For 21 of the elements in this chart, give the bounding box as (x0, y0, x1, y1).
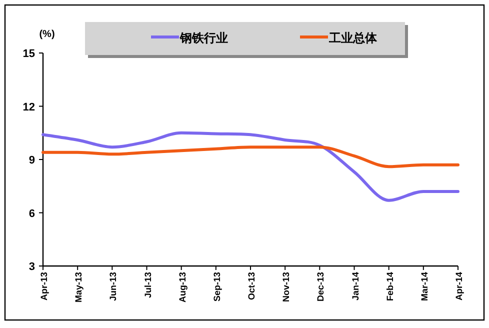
ytick: 6 (28, 208, 35, 220)
ytick: 12 (22, 101, 35, 114)
legend-label: 钢铁行业 (180, 31, 228, 45)
xtick: Apr-14 (454, 272, 464, 301)
xtick: Aug-13 (177, 272, 188, 303)
xtick: May-13 (74, 272, 84, 303)
xtick: Sep-13 (212, 272, 222, 302)
ylabel: (%) (39, 29, 55, 40)
legend-label: 工业总体 (329, 31, 377, 45)
xtick: Feb-14 (384, 272, 395, 302)
ytick: 3 (28, 261, 35, 273)
xtick: Oct-13 (246, 272, 256, 300)
xtick: Apr-13 (39, 272, 49, 301)
xtick: Jul-13 (142, 272, 153, 298)
xtick: Dec-13 (316, 272, 326, 302)
xtick: Jun-13 (108, 272, 118, 302)
xtick: Mar-14 (419, 272, 430, 302)
ytick: 15 (22, 48, 35, 60)
xtick: Jan-14 (350, 272, 360, 301)
ytick: 9 (28, 154, 35, 166)
xtick: Nov-13 (281, 272, 292, 302)
